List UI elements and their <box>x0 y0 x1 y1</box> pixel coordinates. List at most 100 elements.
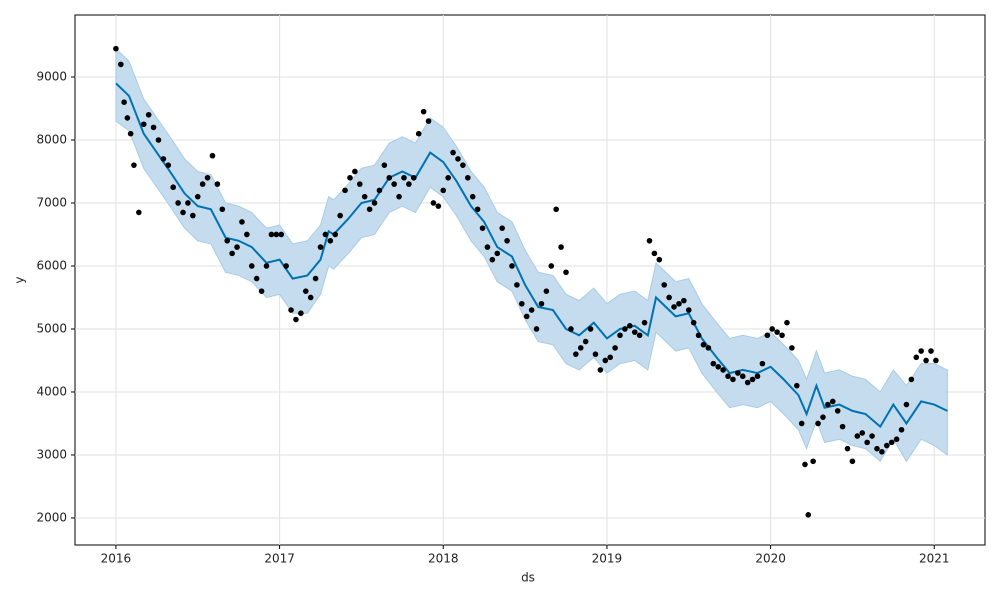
observation-point <box>140 121 147 128</box>
observation-point <box>744 379 751 386</box>
observation-point <box>127 130 134 137</box>
observation-point <box>214 181 221 187</box>
observation-point <box>509 263 515 269</box>
observation-point <box>293 316 299 323</box>
observation-point <box>859 430 866 436</box>
observation-point <box>661 282 668 288</box>
y-tick-label: 8000 <box>36 132 67 146</box>
observation-point <box>474 206 481 213</box>
observation-point <box>465 174 471 181</box>
observation-point <box>769 326 776 332</box>
y-tick-label: 2000 <box>36 510 67 524</box>
observation-point <box>810 458 816 465</box>
observation-point <box>248 263 255 269</box>
observation-point <box>754 373 761 380</box>
observation-point <box>903 401 910 408</box>
observation-point <box>898 426 905 433</box>
observation-point <box>239 219 245 225</box>
observation-point <box>415 130 422 137</box>
observation-point <box>646 237 653 244</box>
observation-point <box>548 263 555 269</box>
observation-point <box>302 288 309 294</box>
observation-point <box>435 203 442 209</box>
observation-point <box>779 332 785 339</box>
observation-point <box>690 319 697 326</box>
observation-point <box>288 307 294 313</box>
observation-point <box>514 282 520 288</box>
observation-point <box>283 263 289 269</box>
observation-point <box>401 174 407 181</box>
observation-point <box>700 341 707 348</box>
observation-point <box>396 193 402 200</box>
observation-point <box>720 367 726 373</box>
observation-point <box>695 332 702 339</box>
observation-point <box>864 439 870 446</box>
observation-point <box>469 193 476 200</box>
observation-point <box>893 436 900 443</box>
observation-point <box>913 354 920 361</box>
observation-point <box>199 181 206 187</box>
x-tick-label: 2018 <box>428 552 459 566</box>
observation-point <box>538 300 545 307</box>
observation-point <box>160 156 167 162</box>
observation-point <box>879 449 885 455</box>
y-axis-label: y <box>13 276 27 283</box>
y-tick-label: 7000 <box>36 195 67 209</box>
observation-point <box>190 212 196 219</box>
observation-point <box>725 373 731 380</box>
observation-point <box>204 174 211 181</box>
observation-point <box>671 304 677 310</box>
x-tick-label: 2016 <box>101 552 132 566</box>
observation-point <box>622 326 628 332</box>
observation-point <box>342 187 348 194</box>
observation-point <box>234 244 240 250</box>
observation-point <box>175 200 181 206</box>
observation-point <box>607 354 613 361</box>
observation-point <box>829 398 836 405</box>
observation-point <box>587 326 594 332</box>
observation-point <box>715 363 722 370</box>
observation-point <box>651 250 658 257</box>
observation-point <box>253 275 260 282</box>
observation-point <box>834 408 841 414</box>
observation-point <box>685 307 692 313</box>
observation-point <box>273 231 280 238</box>
observation-point <box>553 206 559 213</box>
observation-point <box>739 373 746 380</box>
x-tick-label: 2021 <box>919 552 950 566</box>
observation-point <box>573 351 579 357</box>
observation-point <box>430 200 437 206</box>
observation-point <box>479 225 486 231</box>
observation-point <box>759 360 766 367</box>
observation-point <box>784 319 790 326</box>
observation-point <box>543 288 550 294</box>
observation-point <box>888 439 895 446</box>
observation-point <box>307 294 314 301</box>
observation-point <box>735 370 741 376</box>
observation-point <box>278 231 285 238</box>
observation-point <box>445 174 451 181</box>
observation-point <box>874 445 880 452</box>
observation-point <box>224 237 231 244</box>
observation-point <box>332 231 339 238</box>
observation-point <box>155 137 162 143</box>
observation-point <box>145 111 152 118</box>
observation-point <box>710 360 717 367</box>
observation-point <box>229 250 235 257</box>
y-tick-label: 3000 <box>36 447 67 461</box>
observation-point <box>410 174 417 181</box>
observation-point <box>258 288 265 294</box>
observation-point <box>356 181 363 187</box>
observation-point <box>484 244 491 250</box>
observation-point <box>322 231 329 238</box>
observation-point <box>420 108 427 115</box>
observation-point <box>730 376 736 383</box>
observation-point <box>676 300 682 307</box>
observation-point <box>361 193 368 200</box>
observation-point <box>499 225 505 231</box>
observation-point <box>337 212 343 219</box>
observation-point <box>869 433 875 439</box>
observation-point <box>749 376 756 383</box>
observation-point <box>376 187 383 194</box>
